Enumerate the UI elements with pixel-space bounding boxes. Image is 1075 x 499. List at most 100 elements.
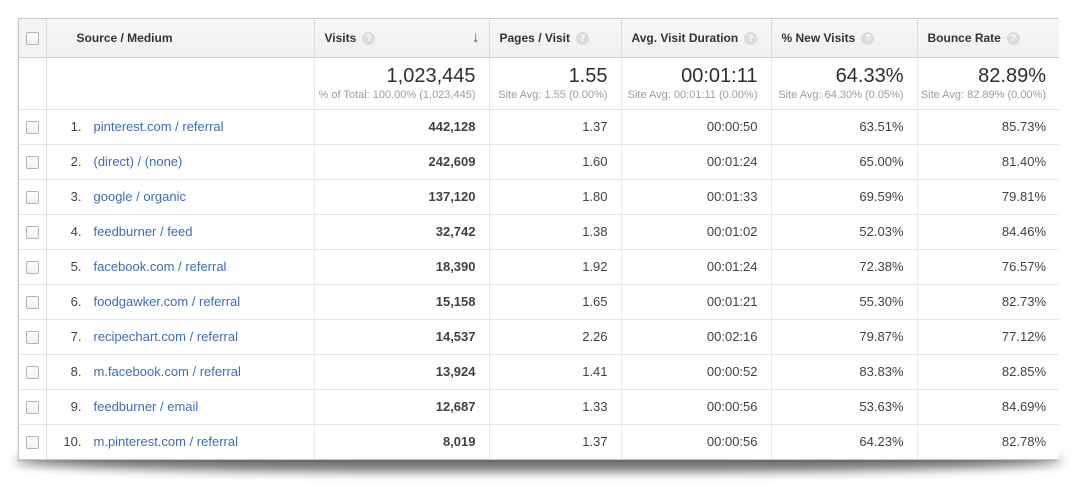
new-visits-cell: 79.87% <box>770 318 917 354</box>
pages-per-visit-cell: 1.37 <box>488 108 621 144</box>
pages-per-visit-cell: 1.38 <box>488 213 621 249</box>
pages-per-visit-cell: 1.37 <box>488 423 621 459</box>
source-medium-cell: 9. feedburner / email <box>45 388 314 424</box>
row-checkbox[interactable] <box>25 331 39 345</box>
column-header-bounce-rate[interactable]: Bounce Rate? <box>916 19 1059 58</box>
summary-visits-cell: 1,023,445 % of Total: 100.00% (1,023,445… <box>313 57 489 110</box>
column-header-avg-visit-duration[interactable]: Avg. Visit Duration? <box>620 19 771 58</box>
column-label-avg-visit-duration: Avg. Visit Duration <box>631 30 739 45</box>
column-header-source-medium[interactable]: Source / Medium <box>45 19 314 58</box>
source-medium-link[interactable]: (direct) / (none) <box>93 154 183 169</box>
row-checkbox-cell <box>19 283 47 319</box>
summary-checkbox-spacer <box>19 57 47 110</box>
row-checkbox-cell <box>19 178 47 214</box>
new-visits-cell: 64.23% <box>770 423 917 459</box>
row-checkbox[interactable] <box>25 156 39 170</box>
source-medium-link[interactable]: pinterest.com / referral <box>93 119 224 134</box>
help-icon[interactable]: ? <box>362 31 376 45</box>
visits-cell: 32,742 <box>313 213 489 249</box>
row-rank: 9. <box>70 399 82 414</box>
bounce-rate-cell: 82.85% <box>916 353 1059 389</box>
new-visits-cell: 52.03% <box>770 213 917 249</box>
avg-visit-duration-cell: 00:01:02 <box>620 213 771 249</box>
row-rank: 8. <box>70 364 82 379</box>
help-icon[interactable]: ? <box>1006 31 1020 45</box>
select-all-cell <box>19 19 47 58</box>
new-visits-cell: 69.59% <box>770 178 917 214</box>
bounce-rate-cell: 79.81% <box>916 178 1059 214</box>
bounce-rate-cell: 76.57% <box>916 248 1059 284</box>
visits-cell: 442,128 <box>313 108 489 144</box>
bounce-rate-cell: 84.46% <box>916 213 1059 249</box>
summary-duration-cell: 00:01:11 Site Avg: 00:01:11 (0.00%) <box>620 57 771 110</box>
avg-bounce-value: 82.89% <box>978 64 1046 87</box>
source-medium-cell: 5. facebook.com / referral <box>45 248 314 284</box>
source-medium-link[interactable]: m.pinterest.com / referral <box>93 434 239 450</box>
row-checkbox[interactable] <box>25 366 39 380</box>
sources-table: Source / Medium Visits? ↓ Pages / Visit?… <box>19 19 1059 459</box>
column-label-visits: Visits <box>324 30 357 45</box>
pages-per-visit-cell: 1.92 <box>488 248 621 284</box>
sort-descending-icon[interactable]: ↓ <box>472 28 480 46</box>
source-medium-cell: 8. m.facebook.com / referral <box>45 353 314 389</box>
help-icon[interactable]: ? <box>744 31 758 45</box>
source-medium-link[interactable]: m.facebook.com / referral <box>93 364 241 379</box>
table-row: 2. (direct) / (none) 242,609 1.60 00:01:2… <box>19 143 1059 179</box>
column-header-visits[interactable]: Visits? ↓ <box>313 19 489 58</box>
table-row: 8. m.facebook.com / referral 13,924 1.41 … <box>19 353 1059 389</box>
table-row: 4. feedburner / feed 32,742 1.38 00:01:02… <box>19 213 1059 249</box>
table-row: 6. foodgawker.com / referral 15,158 1.65 … <box>19 283 1059 319</box>
table-row: 7. recipechart.com / referral 14,537 2.26… <box>19 318 1059 354</box>
row-checkbox[interactable] <box>25 226 39 240</box>
row-checkbox-cell <box>19 213 47 249</box>
pages-per-visit-cell: 1.60 <box>488 143 621 179</box>
total-visits-value: 1,023,445 <box>386 64 476 87</box>
avg-duration-subtext: Site Avg: 00:01:11 (0.00%) <box>627 88 758 101</box>
column-label-new-visits: % New Visits <box>781 30 856 45</box>
source-medium-link[interactable]: feedburner / email <box>93 399 199 414</box>
select-all-checkbox[interactable] <box>25 31 39 45</box>
source-medium-link[interactable]: facebook.com / referral <box>93 259 227 274</box>
avg-visit-duration-cell: 00:00:56 <box>620 388 771 424</box>
row-rank: 6. <box>70 294 82 309</box>
column-header-new-visits[interactable]: % New Visits? <box>770 19 917 58</box>
row-checkbox-cell <box>19 143 47 179</box>
row-checkbox[interactable] <box>25 296 39 310</box>
source-medium-link[interactable]: feedburner / feed <box>93 224 193 239</box>
avg-visit-duration-cell: 00:01:33 <box>620 178 771 214</box>
row-checkbox[interactable] <box>25 401 39 415</box>
source-medium-cell: 2. (direct) / (none) <box>45 143 314 179</box>
help-icon[interactable]: ? <box>575 31 589 45</box>
row-rank: 5. <box>70 259 82 274</box>
row-checkbox[interactable] <box>25 191 39 205</box>
bounce-rate-cell: 82.73% <box>916 283 1059 319</box>
table-header-row: Source / Medium Visits? ↓ Pages / Visit?… <box>19 19 1059 58</box>
source-medium-link[interactable]: recipechart.com / referral <box>93 329 239 344</box>
avg-bounce-subtext: Site Avg: 82.89% (0.00%) <box>920 88 1046 101</box>
visits-cell: 13,924 <box>313 353 489 389</box>
bounce-rate-cell: 81.40% <box>916 143 1059 179</box>
row-checkbox[interactable] <box>25 261 39 275</box>
help-icon[interactable]: ? <box>861 31 875 45</box>
row-checkbox[interactable] <box>25 121 39 135</box>
row-checkbox[interactable] <box>25 436 39 450</box>
visits-cell: 14,537 <box>313 318 489 354</box>
table-row: 10. m.pinterest.com / referral 8,019 1.37… <box>19 423 1059 459</box>
row-rank: 4. <box>70 224 82 239</box>
table-row: 3. google / organic 137,120 1.80 00:01:33… <box>19 178 1059 214</box>
row-checkbox-cell <box>19 388 47 424</box>
visits-cell: 18,390 <box>313 248 489 284</box>
table-row: 5. facebook.com / referral 18,390 1.92 00… <box>19 248 1059 284</box>
avg-pages-value: 1.55 <box>568 64 608 87</box>
source-medium-link[interactable]: foodgawker.com / referral <box>93 294 241 309</box>
column-label-bounce-rate: Bounce Rate <box>927 30 1001 45</box>
source-medium-cell: 10. m.pinterest.com / referral <box>45 423 314 459</box>
sources-table-panel: Source / Medium Visits? ↓ Pages / Visit?… <box>18 18 1059 460</box>
column-header-pages-per-visit[interactable]: Pages / Visit? <box>488 19 621 58</box>
column-label-pages-per-visit: Pages / Visit <box>499 30 570 45</box>
avg-visit-duration-cell: 00:00:52 <box>620 353 771 389</box>
source-medium-link[interactable]: google / organic <box>93 189 187 204</box>
row-rank: 3. <box>70 189 82 204</box>
pages-per-visit-cell: 1.41 <box>488 353 621 389</box>
